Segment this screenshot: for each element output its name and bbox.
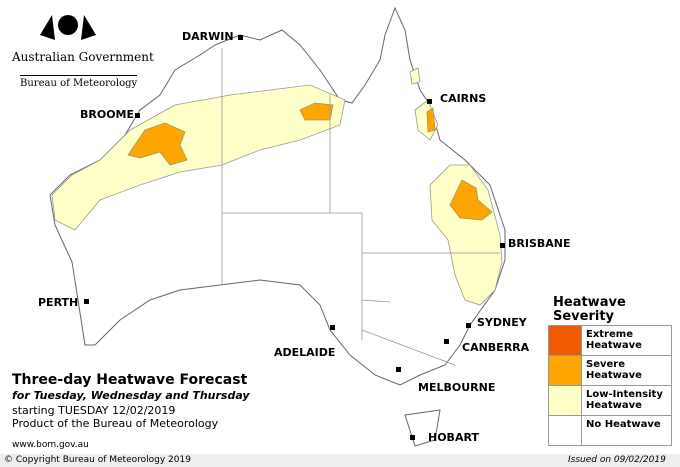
low-intensity-area <box>429 164 503 306</box>
government: Australian Government <box>12 50 154 64</box>
city-label: HOBART <box>428 431 479 444</box>
legend-row: No Heatwave <box>549 415 671 445</box>
url: www.bom.gov.au <box>12 440 89 450</box>
starting: starting TUESDAY 12/02/2019 <box>12 404 176 417</box>
city-dot <box>466 323 471 328</box>
city-label: BROOME <box>80 108 135 121</box>
city-dot <box>427 99 432 104</box>
city-dot <box>500 243 505 248</box>
severe-area <box>449 179 493 221</box>
city-dot <box>410 435 415 440</box>
legend-label: Extreme Heatwave <box>586 329 642 351</box>
low-intensity-area <box>51 84 346 231</box>
state-borders <box>221 48 500 366</box>
legend-swatch <box>549 386 582 415</box>
legend-label: Severe Heatwave <box>586 359 642 381</box>
city-label: BRISBANE <box>508 237 571 250</box>
legend-label: No Heatwave <box>586 419 661 430</box>
city-label: CAIRNS <box>440 92 487 105</box>
copyright: © Copyright Bureau of Meteorology 2019 <box>4 455 191 465</box>
subtitle: for Tuesday, Wednesday and Thursday <box>12 389 250 402</box>
footer-bar <box>0 454 680 467</box>
city-dot <box>238 35 243 40</box>
legend-swatch <box>549 356 582 385</box>
severe-area <box>299 102 334 121</box>
severe-area <box>426 107 436 133</box>
legend: Extreme Heatwave Severe Heatwave Low-Inten… <box>548 325 672 446</box>
city-label: DARWIN <box>182 30 234 43</box>
city-dot <box>84 299 89 304</box>
city-label: PERTH <box>38 296 79 309</box>
city-dot <box>444 339 449 344</box>
legend-swatch <box>549 326 582 355</box>
city-label: MELBOURNE <box>418 381 496 394</box>
legend-row: Low-Intensity Heatwave <box>549 385 671 415</box>
coat-of-arms <box>40 15 96 40</box>
issued: Issued on 09/02/2019 <box>568 455 666 465</box>
city-dot <box>135 113 140 118</box>
legend-row: Extreme Heatwave <box>549 326 671 355</box>
city-label: CANBERRA <box>462 341 530 354</box>
city-dot <box>396 367 401 372</box>
product: Product of the Bureau of Meteorology <box>12 417 219 430</box>
city-label: SYDNEY <box>477 316 527 329</box>
legend-label: Low-Intensity Heatwave <box>586 389 663 411</box>
agency: Bureau of Meteorology <box>20 75 138 89</box>
low-intensity-area <box>409 67 421 85</box>
title: Three-day Heatwave Forecast <box>12 372 248 388</box>
city-dot <box>330 325 335 330</box>
mainland <box>49 6 506 386</box>
city-label: ADELAIDE <box>274 346 336 359</box>
severe-area <box>127 122 188 166</box>
legend-title: Heatwave Severity <box>553 295 626 324</box>
legend-swatch <box>549 416 582 445</box>
legend-row: Severe Heatwave <box>549 355 671 385</box>
